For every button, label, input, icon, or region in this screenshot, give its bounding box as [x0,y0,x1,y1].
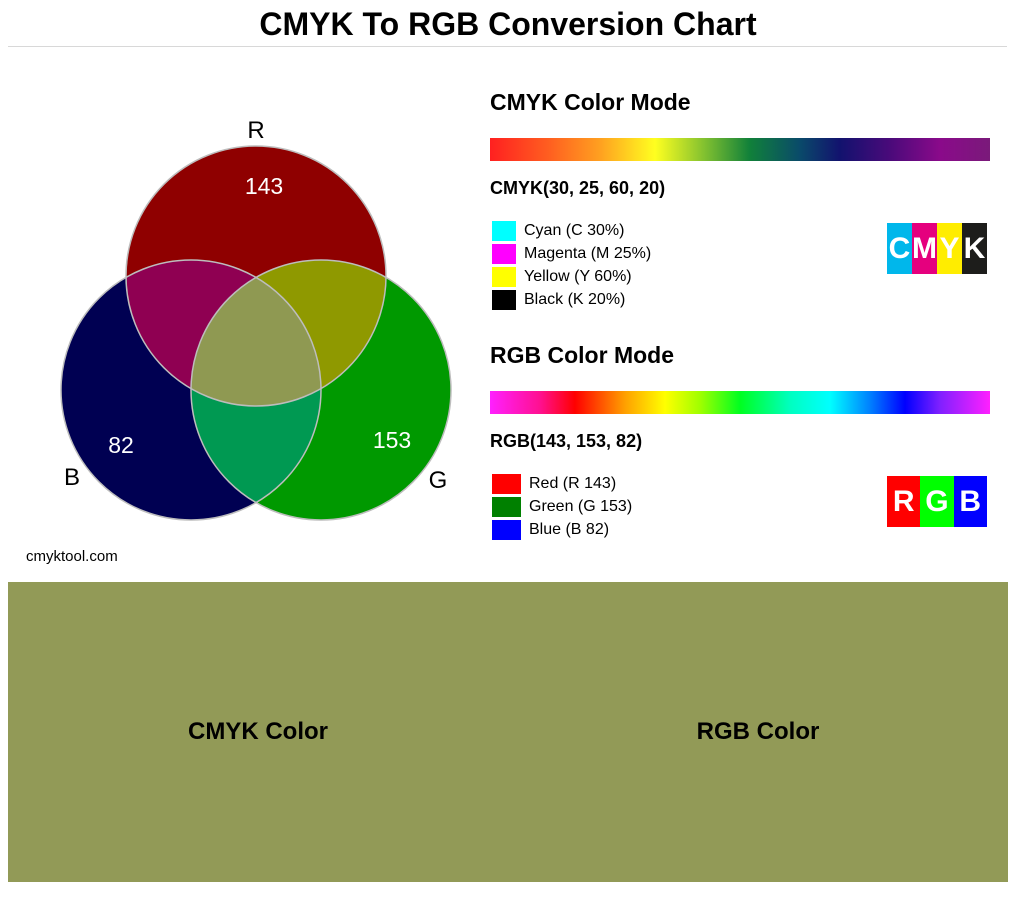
venn-label-g: G [429,467,448,494]
green-swatch [492,496,521,517]
rgb-venn-diagram: R B G 143 82 153 [60,117,452,521]
cmyk-section: CMYK Color Mode CMYK(30, 25, 60, 20) Cya… [490,88,990,310]
rgb-color-label: RGB Color [696,718,820,745]
cmyk-color-label: CMYK Color [188,718,328,745]
site-watermark: cmyktool.com [26,548,118,565]
cmyk-section-title: CMYK Color Mode [490,89,691,115]
legend-label: Black (K 20%) [524,290,626,308]
title-divider [8,46,1007,47]
legend-label: Blue (B 82) [529,520,610,538]
cmyk-logo-badge: C M Y K [887,223,987,274]
rgb-section-title: RGB Color Mode [490,342,674,368]
cmyk-color-swatch: CMYK Color [8,582,508,882]
rgb-logo-badge: R G B [887,476,987,527]
page-title: CMYK To RGB Conversion Chart [259,6,757,42]
badge-letter-r: R [887,476,921,527]
badge-letter-c: C [887,223,912,274]
venn-label-r: R [247,117,264,144]
legend-label: Magenta (M 25%) [524,244,652,262]
cmyk-gradient-bar [490,138,990,161]
magenta-swatch [492,243,516,264]
yellow-swatch [492,266,516,287]
badge-letter-y: Y [937,223,962,274]
legend-item-yellow: Yellow (Y 60%) [490,265,632,288]
badge-letter-k: K [962,223,987,274]
badge-letter-g: G [920,476,954,527]
legend-item-red: Red (R 143) [490,472,616,495]
cyan-swatch [492,220,516,241]
rgb-value-text: RGB(143, 153, 82) [490,431,643,451]
cmyk-value-text: CMYK(30, 25, 60, 20) [490,178,666,198]
legend-label: Green (G 153) [529,497,633,515]
legend-item-green: Green (G 153) [490,495,632,518]
rgb-color-swatch: RGB Color [508,582,1008,882]
rgb-section: RGB Color Mode RGB(143, 153, 82) Red (R … [490,341,990,540]
badge-letter-m: M [912,223,937,274]
venn-value-r: 143 [245,173,283,199]
venn-label-b: B [64,464,80,491]
venn-value-b: 82 [108,432,134,458]
rgb-gradient-bar [490,391,990,414]
legend-label: Yellow (Y 60%) [524,267,632,285]
badge-letter-b: B [953,476,987,527]
legend-item-cyan: Cyan (C 30%) [490,219,624,242]
legend-label: Red (R 143) [529,474,617,492]
legend-label: Cyan (C 30%) [524,221,625,239]
red-swatch [492,473,521,494]
black-swatch [492,289,516,310]
legend-item-blue: Blue (B 82) [490,518,609,541]
blue-swatch [492,519,521,540]
legend-item-black: Black (K 20%) [490,288,625,311]
center-overlap [191,260,321,406]
venn-value-g: 153 [373,427,411,453]
legend-item-magenta: Magenta (M 25%) [490,242,651,265]
